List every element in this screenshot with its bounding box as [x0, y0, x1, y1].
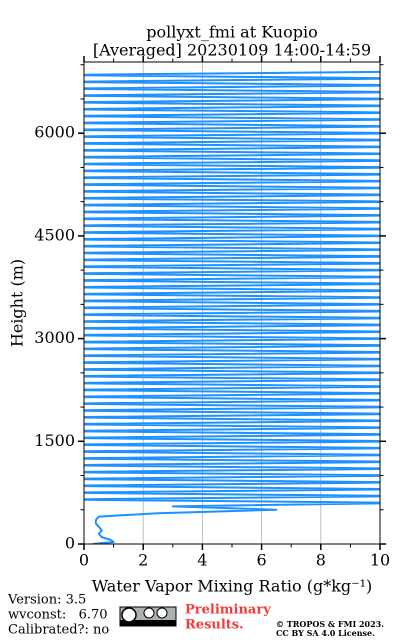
- cc-badge: [119, 606, 177, 627]
- version: Version: 3.5: [7, 593, 86, 608]
- x-tick-label: 10: [370, 551, 390, 570]
- copyright: CC BY SA 4.0 License.: [276, 628, 375, 638]
- preliminary-note: Results.: [185, 618, 244, 633]
- x-tick-label: 6: [257, 551, 267, 570]
- y-tick-label: 4500: [34, 225, 75, 244]
- chart-title: pollyxt_fmi at Kuopio: [146, 23, 317, 42]
- x-axis-label: Water Vapor Mixing Ratio (g*kg⁻¹): [92, 577, 372, 596]
- y-tick-label: 3000: [34, 328, 75, 347]
- chart-subtitle: [Averaged] 20230109 14:00-14:59: [93, 41, 371, 60]
- plot-area: [84, 70, 380, 544]
- x-tick-label: 4: [197, 551, 207, 570]
- copyright: © TROPOS & FMI 2023.: [276, 619, 384, 629]
- profile-line: [84, 70, 380, 544]
- x-tick-label: 2: [138, 551, 148, 570]
- y-tick-label: 1500: [34, 431, 75, 450]
- x-tick-label: 0: [79, 551, 89, 570]
- y-axis-label: Height (m): [8, 259, 27, 347]
- x-tick-label: 8: [316, 551, 326, 570]
- wvconst: wvconst: 6.70: [8, 608, 108, 623]
- y-tick-label: 6000: [34, 123, 75, 142]
- y-tick-label: 0: [65, 534, 75, 553]
- preliminary-note: Preliminary: [185, 603, 271, 618]
- calibrated: Calibrated?: no: [8, 623, 109, 638]
